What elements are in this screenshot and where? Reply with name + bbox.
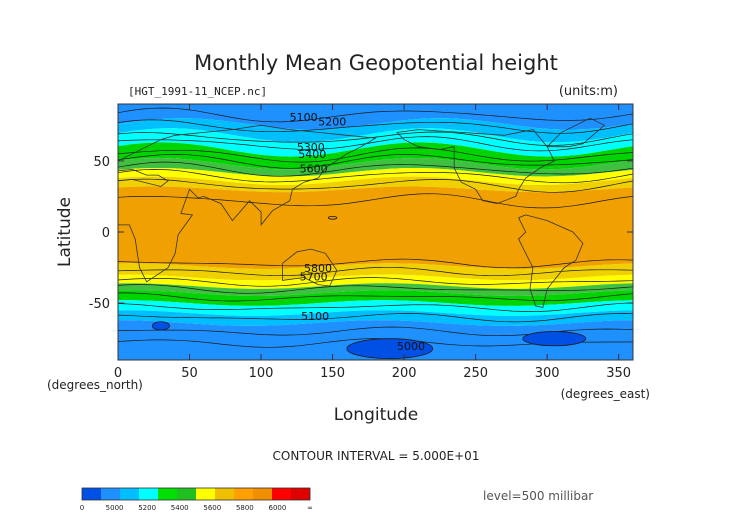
height-band-12 (118, 290, 633, 306)
colorbar-tick-label: ∞ (307, 504, 313, 512)
colorbar (81, 487, 311, 501)
height-bands (118, 104, 633, 360)
height-band-11 (118, 283, 633, 296)
x-tick-label: 250 (463, 366, 488, 381)
height-band-13 (118, 300, 633, 316)
colorbar-swatch-10 (253, 488, 273, 500)
colorbar-swatch-8 (215, 488, 235, 500)
chart-title: Monthly Mean Geopotential height (194, 51, 558, 75)
contour-label-2: 5200 (318, 115, 346, 128)
x-tick-label: 150 (320, 366, 345, 381)
contour-label-7: 5700 (300, 270, 328, 283)
contour-line-9 (118, 178, 633, 193)
height-band-7 (118, 176, 633, 193)
colorbar-tick-label: 5400 (171, 504, 189, 512)
coastline-3 (396, 129, 555, 205)
colorbar-swatch-4 (139, 488, 159, 500)
colorbar-swatch-2 (101, 488, 121, 500)
height-band-4 (118, 142, 633, 170)
colorbar-swatch-12 (291, 488, 311, 500)
colorbar-swatch-9 (234, 488, 254, 500)
colorbar-swatch-7 (196, 488, 216, 500)
colorbar-frame (81, 487, 311, 501)
contour-label-9: 5000 (397, 340, 425, 353)
contour-line-4 (118, 136, 633, 152)
contour-line-11 (118, 258, 633, 269)
x-tick-label: 350 (606, 366, 631, 381)
contour-lines (118, 107, 633, 348)
contour-interval-text: CONTOUR INTERVAL = 5.000E+01 (273, 449, 480, 463)
low-pressure-centers (151, 215, 587, 359)
colorbar-swatch-6 (177, 488, 197, 500)
y-axis-ticks: -50 0 50 (89, 155, 633, 312)
contour-line-12 (118, 266, 633, 277)
contour-line-15 (118, 292, 633, 302)
contour-line-3 (118, 131, 633, 146)
units-label: (units:m) (559, 84, 618, 99)
colorbar-tick-label: 5600 (203, 504, 221, 512)
coastlines (118, 117, 606, 308)
colorbar-tick-label: 5200 (138, 504, 156, 512)
colorbar-tick-label: 6000 (269, 504, 287, 512)
x-tick-label: 200 (392, 366, 417, 381)
y-tick-label: 0 (102, 226, 110, 241)
file-label: [HGT_1991-11_NCEP.nc] (128, 85, 267, 98)
height-band-8 (118, 186, 633, 269)
colorbar-tick-labels: 0 5000 5200 5400 5600 5800 6000 ∞ (80, 504, 313, 512)
colorbar-swatch-3 (120, 488, 140, 500)
x-axis-ticks: 0 50 100 150 200 250 300 350 (114, 104, 631, 381)
colorbar-swatch-5 (158, 488, 178, 500)
height-band-3 (118, 128, 633, 157)
colorbar-tick-label: 5800 (236, 504, 254, 512)
contour-label-6: 5800 (304, 262, 332, 275)
coastline-1 (118, 124, 377, 283)
low-center-1 (346, 338, 434, 359)
level-text: level=500 millibar (483, 489, 593, 503)
contour-line-17 (118, 313, 633, 323)
contour-line-16 (118, 302, 633, 312)
x-tick-label: 300 (535, 366, 560, 381)
x-axis-label: Longitude (334, 405, 419, 425)
low-center-4 (327, 215, 338, 220)
coastline-2 (282, 248, 338, 287)
contour-line-2 (118, 119, 633, 134)
y-unit-label: (degrees_north) (47, 378, 143, 392)
contour-label-4: 5400 (298, 148, 326, 161)
contour-label-8: 5100 (301, 310, 329, 323)
colorbar-swatch-1 (82, 488, 102, 500)
contour-line-7 (118, 161, 633, 177)
coastline-4 (518, 214, 584, 308)
contour-line-13 (118, 277, 633, 287)
contour-line-10 (118, 193, 633, 209)
low-center-2 (522, 331, 587, 347)
height-band-5 (118, 158, 633, 177)
y-tick-label: -50 (89, 297, 110, 312)
y-axis-label: Latitude (55, 197, 75, 267)
colorbar-tick-label: 0 (80, 504, 84, 512)
contour-line-6 (118, 154, 633, 169)
x-unit-label: (degrees_east) (561, 387, 650, 401)
y-tick-label: 50 (93, 155, 110, 170)
height-band-2 (118, 118, 633, 143)
contour-line-5 (118, 147, 633, 163)
contour-line-8 (118, 169, 633, 184)
colorbar-tick-label: 5000 (106, 504, 124, 512)
colorbar-swatch-11 (272, 488, 292, 500)
height-band-9 (118, 263, 633, 281)
height-band-10 (118, 274, 633, 289)
contour-label-3: 5300 (297, 141, 325, 154)
contour-label-5: 5600 (300, 162, 328, 175)
x-tick-label: 50 (181, 366, 198, 381)
x-tick-label: 0 (114, 366, 122, 381)
coastline-5 (546, 117, 606, 148)
contour-line-1 (118, 107, 633, 123)
height-band-1 (118, 104, 633, 130)
contour-label-1: 5100 (290, 111, 318, 124)
low-center-3 (151, 321, 170, 331)
x-tick-label: 100 (249, 366, 274, 381)
